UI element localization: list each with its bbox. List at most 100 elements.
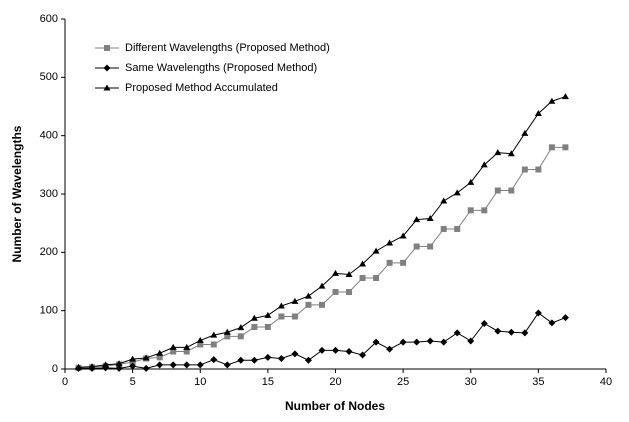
marker [521,166,528,173]
marker [453,329,461,337]
marker [115,360,123,367]
marker [103,84,111,91]
marker [521,329,529,337]
y-tick-label: 300 [40,188,58,200]
marker [413,338,421,346]
marker [196,361,204,369]
x-tick-label: 5 [130,376,136,388]
marker [454,226,461,232]
marker [507,328,515,336]
marker [548,97,556,104]
marker [332,289,339,295]
x-tick-label: 0 [62,376,68,388]
marker [183,348,190,355]
marker [426,215,434,221]
marker [521,129,529,136]
marker [345,271,353,277]
marker [508,187,515,194]
y-axis-label: Number of Wavelengths [10,125,24,262]
marker [400,259,407,266]
marker [561,93,569,100]
marker [332,269,339,276]
marker [399,232,407,239]
marker [561,314,569,322]
marker [372,247,380,254]
marker [264,324,271,330]
marker [318,346,326,354]
y-tick-label: 400 [40,130,58,142]
marker [224,333,231,340]
marker [210,356,218,364]
marker [359,275,366,281]
x-axis-label: Number of Nodes [285,399,385,413]
marker [197,341,204,348]
marker [264,311,272,318]
x-tick-label: 30 [465,376,477,388]
y-tick-label: 200 [40,246,58,258]
marker [183,343,191,350]
marker [535,166,542,173]
marker [318,301,325,308]
marker [346,289,353,295]
y-tick-label: 600 [40,13,58,25]
marker [494,149,502,156]
marker [453,189,461,196]
marker [183,361,191,369]
legend-label: Same Wavelengths (Proposed Method) [125,62,317,74]
marker [88,363,96,370]
marker [413,243,420,250]
marker [548,319,556,327]
marker [480,161,488,168]
marker [291,297,299,304]
marker [440,338,448,346]
marker [399,338,407,346]
marker [210,341,217,348]
x-tick-label: 20 [329,376,341,388]
marker [170,348,177,355]
marker [304,292,312,299]
x-tick-label: 40 [600,376,612,388]
marker [291,313,298,320]
marker [291,350,299,358]
marker [169,361,177,369]
marker [237,324,245,331]
marker [250,314,258,321]
marker [305,301,312,308]
marker [372,338,380,346]
x-tick-label: 35 [532,376,544,388]
marker [386,345,394,353]
marker [264,353,272,361]
marker [386,239,394,246]
marker [223,361,231,369]
marker [237,333,244,340]
marker [534,309,542,317]
marker [250,356,258,364]
marker [494,187,501,194]
marker [507,150,515,157]
marker [156,349,164,356]
marker [562,144,569,151]
y-tick-label: 100 [40,305,58,317]
marker [304,356,312,364]
y-tick-label: 0 [52,363,58,375]
marker [115,364,123,372]
marker [277,302,285,309]
marker [142,364,150,372]
marker [278,313,285,320]
marker [481,207,488,214]
series-line [78,312,566,369]
marker [467,178,475,185]
x-tick-label: 10 [194,376,206,388]
marker [156,361,164,369]
legend-label: Different Wavelengths (Proposed Method) [125,42,330,54]
marker [103,64,111,72]
marker [237,356,245,364]
marker [467,207,474,214]
marker [440,226,447,232]
marker [534,110,542,116]
marker [223,328,231,335]
marker [129,362,137,370]
marker [467,337,475,345]
marker [251,324,258,330]
marker [142,354,150,361]
